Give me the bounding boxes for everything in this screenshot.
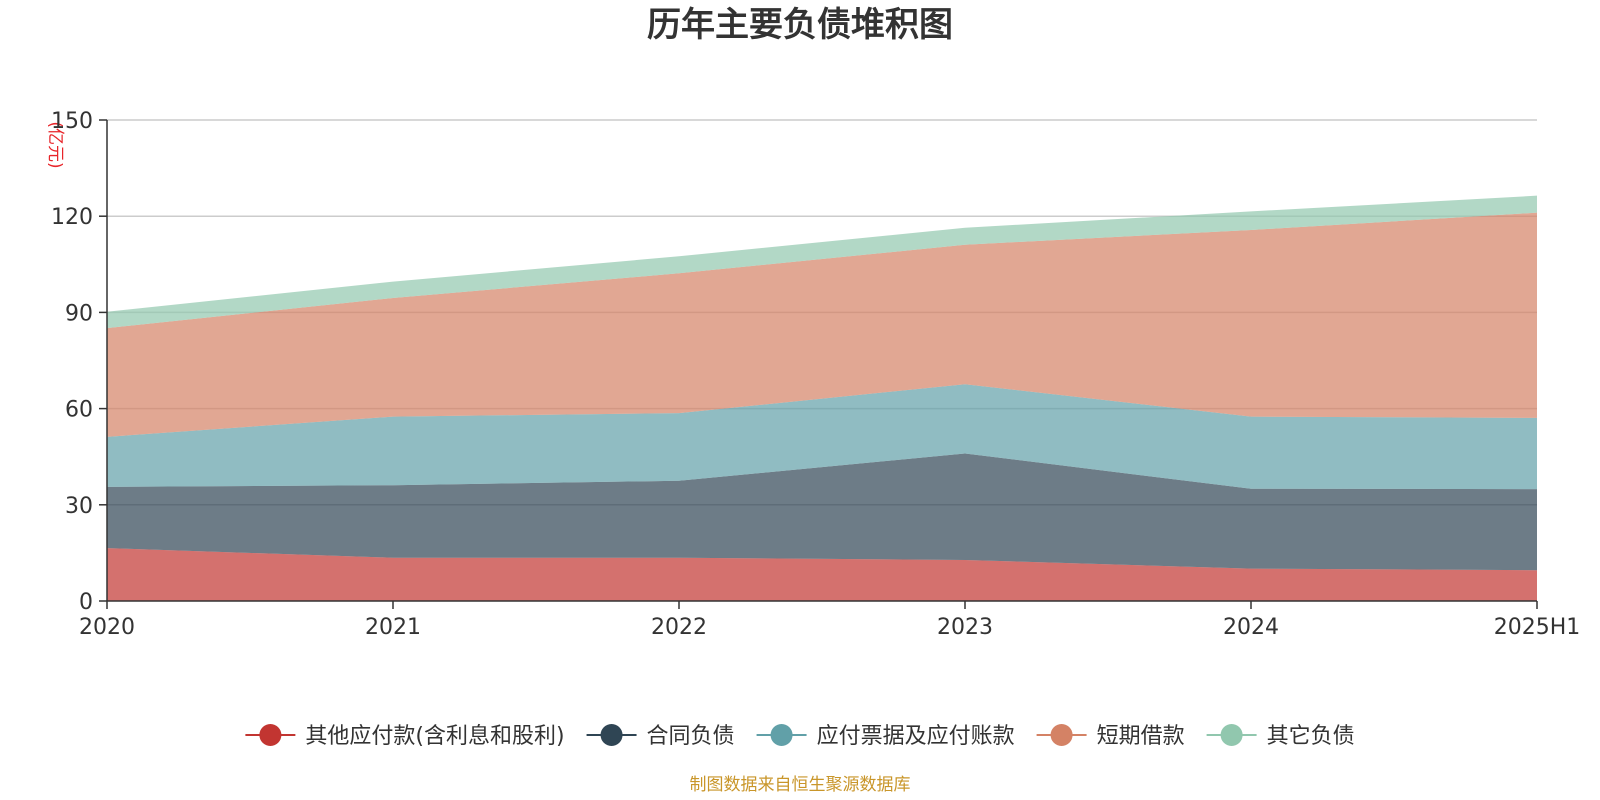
legend: 其他应付款(含利息和股利) 合同负债 应付票据及应付账款 短期借款 其它负债	[245, 724, 1355, 749]
legend-label: 短期借款	[1097, 724, 1185, 749]
chart-title: 历年主要负债堆积图	[647, 5, 953, 45]
x-tick-label: 2025H1	[1494, 615, 1581, 640]
legend-circle-icon	[259, 724, 282, 746]
area-series-4	[107, 212, 1537, 437]
legend-label: 合同负债	[647, 724, 735, 749]
legend-item-4[interactable]: 短期借款	[1036, 724, 1185, 749]
y-tick-label: 30	[65, 494, 93, 519]
x-tick-label: 2020	[79, 615, 135, 640]
legend-item-5[interactable]: 其它负债	[1206, 724, 1355, 749]
x-tick-label: 2022	[651, 615, 707, 640]
legend-label: 应付票据及应付账款	[817, 724, 1015, 749]
y-tick-label: 90	[65, 301, 93, 326]
y-axis-unit-label: (亿元)	[45, 121, 65, 168]
y-tick-label: 150	[51, 109, 93, 134]
y-tick-label: 0	[79, 590, 93, 615]
area-series-5	[107, 195, 1537, 329]
legend-label: 其他应付款(含利息和股利)	[305, 724, 564, 749]
legend-item-2[interactable]: 合同负债	[586, 724, 735, 749]
legend-circle-icon	[1220, 724, 1243, 746]
area-series-layer	[107, 195, 1537, 601]
y-tick-label: 120	[51, 205, 93, 230]
area-series-2	[107, 453, 1537, 571]
legend-item-1[interactable]: 其他应付款(含利息和股利)	[245, 724, 565, 749]
area-series-1	[107, 548, 1537, 601]
x-tick-label: 2021	[365, 615, 421, 640]
legend-circle-icon	[1050, 724, 1073, 746]
legend-circle-icon	[770, 724, 793, 746]
legend-circle-icon	[600, 724, 623, 746]
legend-label: 其它负债	[1267, 724, 1355, 749]
area-series-3	[107, 384, 1537, 490]
data-source-note: 制图数据来自恒生聚源数据库	[690, 775, 911, 795]
y-tick-label: 60	[65, 398, 93, 423]
legend-item-3[interactable]: 应付票据及应付账款	[756, 724, 1015, 749]
x-tick-label: 2024	[1223, 615, 1279, 640]
axes: 0 30 60 90 120 150 2020 2021 2022 2023 2024 2025H1	[51, 109, 1580, 640]
x-tick-label: 2023	[937, 615, 993, 640]
